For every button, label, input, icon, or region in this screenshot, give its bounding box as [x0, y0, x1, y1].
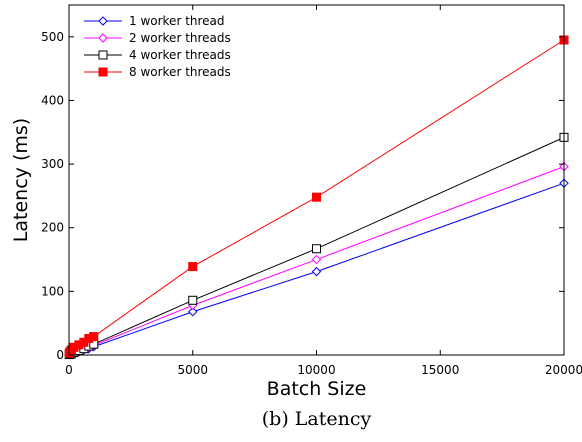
x-tick-label: 0: [65, 363, 73, 377]
data-point: [188, 307, 198, 317]
legend-item: 4 worker threads: [84, 48, 231, 62]
x-tick-label: 10000: [297, 363, 335, 377]
legend-marker: [98, 33, 108, 43]
data-point: [188, 295, 198, 305]
data-point: [311, 254, 322, 265]
y-tick-label: 200: [41, 221, 64, 235]
y-tick-label: 500: [41, 30, 64, 44]
data-point: [188, 262, 198, 272]
data-point: [311, 266, 322, 277]
legend-marker: [98, 50, 108, 60]
data-point: [89, 332, 99, 342]
figure-caption: (b) Latency: [262, 408, 372, 430]
x-tick-label: 15000: [421, 363, 459, 377]
legend-label: 2 worker threads: [129, 31, 231, 45]
x-axis-title: Batch Size: [267, 378, 367, 400]
series-layer: [64, 35, 569, 360]
legend-label: 8 worker threads: [129, 65, 231, 79]
legend-item: 8 worker threads: [84, 65, 231, 79]
ticks-layer: 0 5000 10000 15000 20000 0 100 200 300 400 500: [41, 5, 582, 377]
legend-label: 4 worker threads: [129, 48, 231, 62]
series-3: [64, 132, 569, 360]
y-tick-label: 400: [41, 93, 64, 107]
legend: 1 worker thread 2 worker threads 4 worker …: [84, 14, 231, 79]
y-tick-label: 300: [41, 157, 64, 171]
data-point: [312, 192, 321, 202]
series-4: [64, 35, 569, 358]
x-tick-label: 20000: [545, 363, 582, 377]
x-tick-label: 5000: [177, 363, 208, 377]
y-tick-label: 0: [56, 348, 64, 362]
series-1: [64, 178, 569, 360]
legend-label: 1 worker thread: [129, 14, 225, 28]
legend-item: 2 worker threads: [84, 31, 231, 45]
series-2: [64, 161, 569, 360]
legend-marker: [98, 16, 108, 26]
y-axis-title: Latency (ms): [10, 118, 32, 242]
legend-marker: [98, 67, 108, 77]
y-tick-label: 100: [41, 284, 64, 298]
data-point: [312, 244, 321, 254]
legend-item: 1 worker thread: [84, 14, 225, 28]
